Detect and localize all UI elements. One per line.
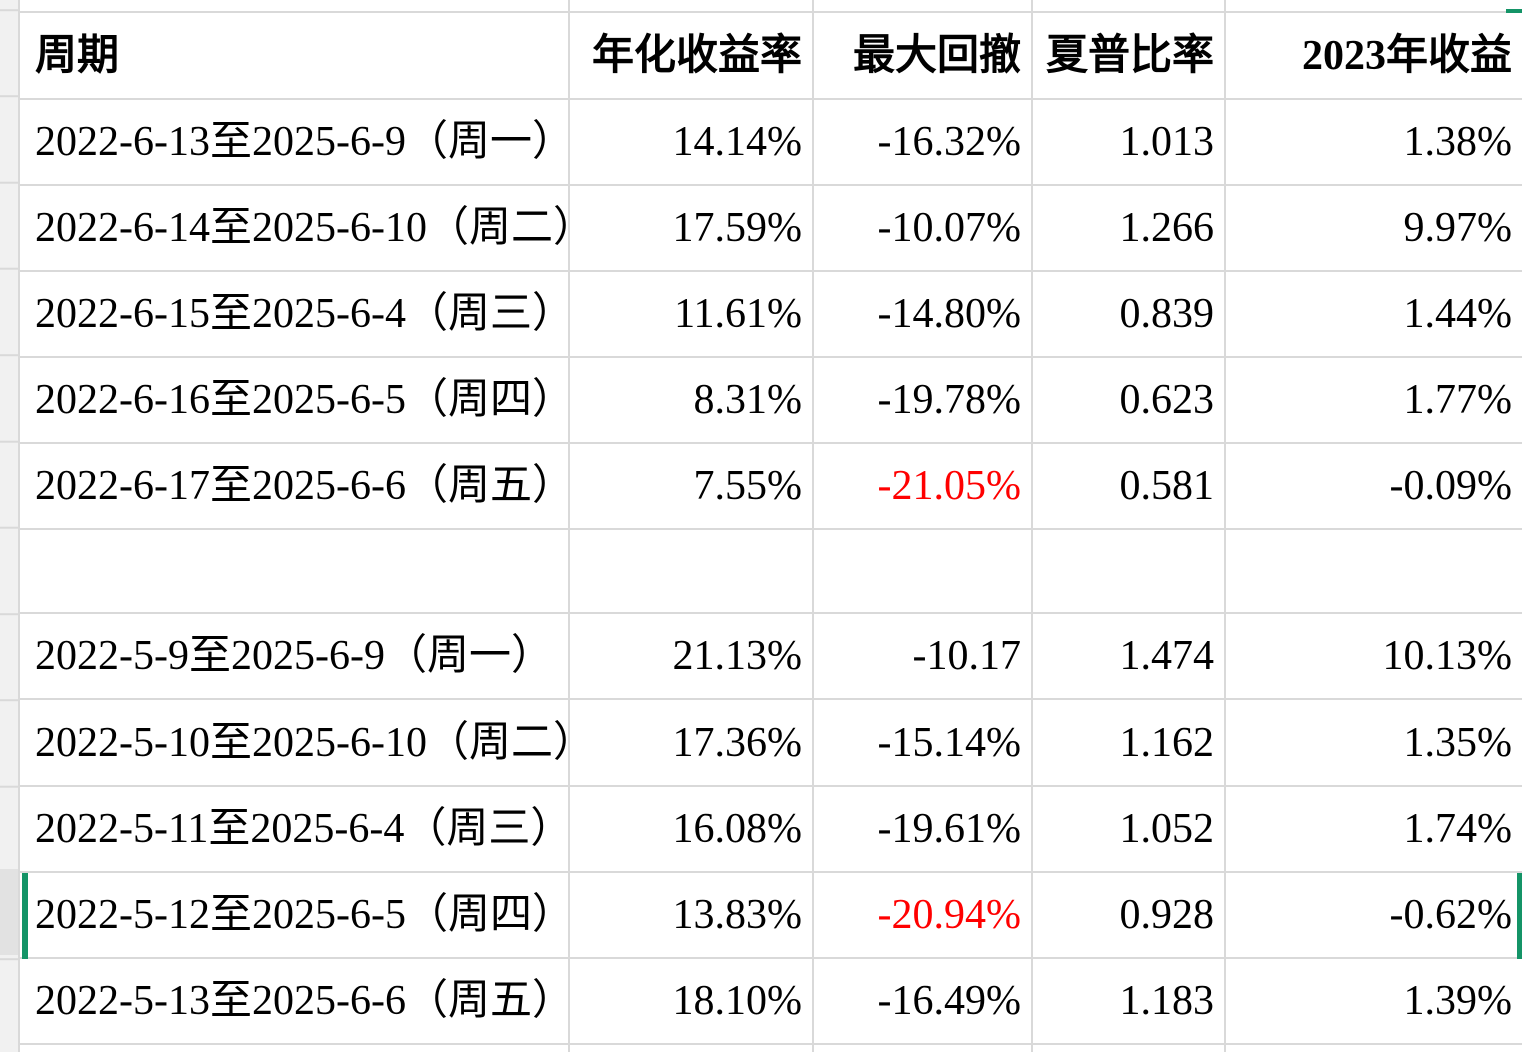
header-sharpe-ratio[interactable]: 夏普比率 — [1033, 13, 1226, 98]
cell-annualized[interactable]: 17.36% — [570, 700, 814, 785]
cell-drawdown[interactable]: -10.07% — [814, 186, 1033, 270]
cell-sharpe[interactable]: 1.013 — [1033, 100, 1226, 184]
cell[interactable] — [1226, 0, 1522, 11]
cell-period[interactable]: 2022-5-13至2025-6-6（周五） — [20, 959, 570, 1043]
cell-2023-return[interactable]: 1.35% — [1403, 719, 1513, 766]
cell[interactable] — [814, 0, 1033, 11]
cell-drawdown-negative-highlight[interactable]: -20.94% — [814, 873, 1033, 957]
cell-sharpe[interactable]: 1.162 — [1033, 700, 1226, 785]
header-period[interactable]: 周期 — [20, 13, 570, 98]
cell-sharpe[interactable]: 1.052 — [1033, 787, 1226, 871]
table-row: 2022-5-11至2025-6-4（周三） 16.08% -19.61% 1.… — [20, 787, 1522, 873]
sheet-grid: 周期 年化收益率 最大回撤 夏普比率 2023年收益 2022-6-13至202… — [20, 0, 1522, 1052]
table-row: 2022-5-10至2025-6-10（周二） 17.36% -15.14% 1… — [20, 700, 1522, 787]
cell-sharpe[interactable]: 1.474 — [1033, 614, 1226, 698]
cell-sharpe[interactable] — [1033, 530, 1226, 612]
cell-annualized[interactable] — [570, 530, 814, 612]
cell[interactable] — [814, 1045, 1033, 1052]
row-header-strip[interactable] — [0, 0, 20, 1052]
cell-2023-return[interactable] — [1226, 530, 1522, 612]
header-max-drawdown[interactable]: 最大回撤 — [814, 13, 1033, 98]
cell[interactable] — [20, 0, 570, 11]
cell-sharpe[interactable]: 0.928 — [1033, 873, 1226, 957]
cell-sharpe[interactable]: 1.266 — [1033, 186, 1226, 270]
table-row: 2022-6-15至2025-6-4（周三） 11.61% -14.80% 0.… — [20, 272, 1522, 358]
cell-annualized[interactable]: 17.59% — [570, 186, 814, 270]
cell-period[interactable]: 2022-6-15至2025-6-4（周三） — [20, 272, 570, 356]
cell-sharpe[interactable]: 0.581 — [1033, 444, 1226, 528]
cell-annualized[interactable]: 16.08% — [570, 787, 814, 871]
cell-2023-return[interactable]: -0.09% — [1389, 463, 1512, 509]
table-row: 2022-6-14至2025-6-10（周二） 17.59% -10.07% 1… — [20, 186, 1522, 272]
table-row: 2022-5-9至2025-6-9（周一） 21.13% -10.17 1.47… — [20, 614, 1522, 700]
table-row: 2022-6-13至2025-6-9（周一） 14.14% -16.32% 1.… — [20, 100, 1522, 186]
cell-annualized[interactable]: 8.31% — [570, 358, 814, 442]
cell-period[interactable]: 2022-5-12至2025-6-5（周四） — [20, 873, 570, 957]
cell-2023-return[interactable]: 9.97% — [1403, 205, 1513, 251]
cell-drawdown[interactable]: -10.17 — [814, 614, 1033, 698]
cell-period[interactable]: 2022-6-13至2025-6-9（周一） — [20, 100, 570, 184]
cell-annualized[interactable]: 13.83% — [570, 873, 814, 957]
cell-drawdown[interactable]: -14.80% — [814, 272, 1033, 356]
cell-2023-return[interactable]: 1.44% — [1403, 291, 1513, 337]
cell-sharpe[interactable]: 0.839 — [1033, 272, 1226, 356]
cell-annualized[interactable]: 7.55% — [570, 444, 814, 528]
row-header-selected-highlight — [0, 869, 18, 955]
table-row-selected: 2022-5-12至2025-6-5（周四） 13.83% -20.94% 0.… — [20, 873, 1522, 959]
cell-drawdown[interactable]: -19.61% — [814, 787, 1033, 871]
header-2023-return[interactable]: 2023年收益 — [1301, 32, 1512, 79]
cell-sharpe[interactable]: 0.623 — [1033, 358, 1226, 442]
cell-drawdown[interactable]: -19.78% — [814, 358, 1033, 442]
cell[interactable] — [1033, 0, 1226, 11]
cell[interactable] — [1033, 1045, 1226, 1052]
cell-2023-return[interactable]: 1.77% — [1403, 377, 1513, 423]
cell[interactable] — [570, 0, 814, 11]
cell-period[interactable] — [20, 530, 570, 612]
partial-row-top — [20, 0, 1522, 13]
cell-period[interactable]: 2022-6-16至2025-6-5（周四） — [20, 358, 570, 442]
cell-period[interactable]: 2022-6-14至2025-6-10（周二） — [20, 186, 570, 270]
cell-period[interactable]: 2022-6-17至2025-6-6（周五） — [20, 444, 570, 528]
cell-period[interactable]: 2022-5-11至2025-6-4（周三） — [20, 787, 570, 871]
cell[interactable] — [1226, 1045, 1522, 1052]
cell-sharpe[interactable]: 1.183 — [1033, 959, 1226, 1043]
cell-drawdown-negative-highlight[interactable]: -21.05% — [814, 444, 1033, 528]
cell-annualized[interactable]: 11.61% — [570, 272, 814, 356]
empty-row — [20, 530, 1522, 614]
cell-period[interactable]: 2022-5-9至2025-6-9（周一） — [20, 614, 570, 698]
cell[interactable] — [20, 1045, 570, 1052]
cell-drawdown[interactable]: -15.14% — [814, 700, 1033, 785]
cell-2023-return[interactable]: 1.38% — [1403, 119, 1513, 165]
cell-period[interactable]: 2022-5-10至2025-6-10（周二） — [20, 700, 570, 785]
cell-2023-return[interactable]: 10.13% — [1382, 633, 1513, 679]
cell-drawdown[interactable]: -16.49% — [814, 959, 1033, 1043]
selection-right-border — [1517, 873, 1522, 959]
cell-2023-return[interactable]: -0.62% — [1389, 892, 1512, 938]
header-row: 周期 年化收益率 最大回撤 夏普比率 2023年收益 — [20, 13, 1522, 100]
cell-annualized[interactable]: 14.14% — [570, 100, 814, 184]
selection-left-border — [22, 873, 28, 959]
cell-2023-return[interactable]: 1.39% — [1403, 978, 1513, 1024]
cell[interactable] — [570, 1045, 814, 1052]
partial-row-bottom — [20, 1045, 1522, 1052]
header-annualized-return[interactable]: 年化收益率 — [570, 13, 814, 98]
cell-annualized[interactable]: 21.13% — [570, 614, 814, 698]
cell-annualized[interactable]: 18.10% — [570, 959, 814, 1043]
table-row: 2022-6-17至2025-6-6（周五） 7.55% -21.05% 0.5… — [20, 444, 1522, 530]
selection-corner-top-right — [1506, 9, 1522, 13]
cell-drawdown[interactable] — [814, 530, 1033, 612]
table-row: 2022-5-13至2025-6-6（周五） 18.10% -16.49% 1.… — [20, 959, 1522, 1045]
table-row: 2022-6-16至2025-6-5（周四） 8.31% -19.78% 0.6… — [20, 358, 1522, 444]
cell-drawdown[interactable]: -16.32% — [814, 100, 1033, 184]
cell-2023-return[interactable]: 1.74% — [1403, 806, 1513, 852]
